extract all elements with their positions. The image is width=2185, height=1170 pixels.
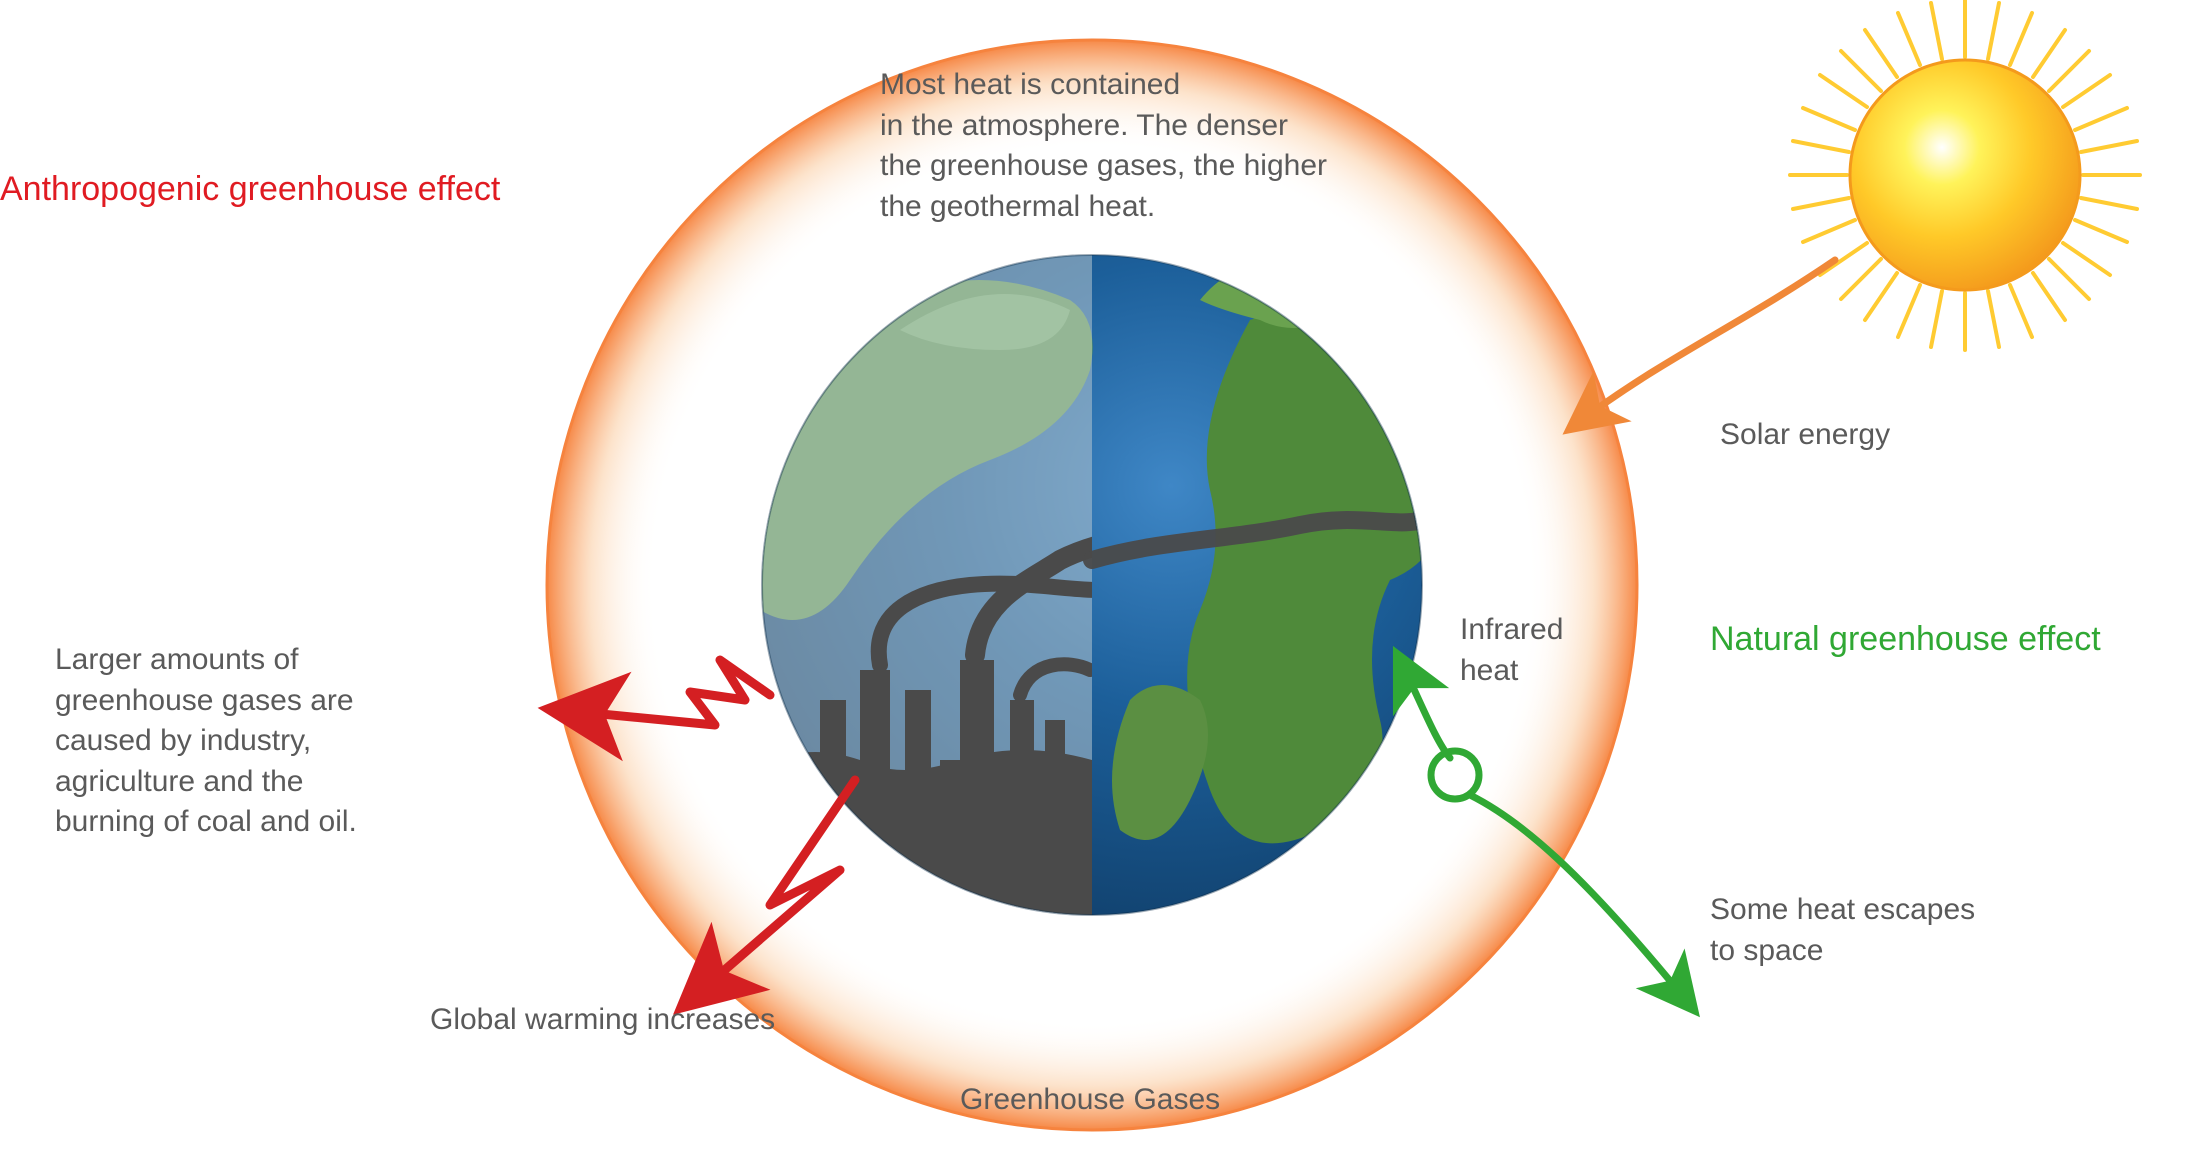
- solar-energy-arrow: [1575, 260, 1835, 425]
- sun-icon: [1790, 0, 2140, 350]
- infrared-heat-label: Infrared heat: [1460, 610, 1563, 691]
- global-warming-label: Global warming increases: [430, 1000, 775, 1041]
- greenhouse-gases-label: Greenhouse Gases: [960, 1080, 1220, 1121]
- solar-energy-label: Solar energy: [1720, 415, 1890, 456]
- heat-escapes-label: Some heat escapes to space: [1710, 890, 1975, 971]
- industry-cause-label: Larger amounts of greenhouse gases are c…: [55, 640, 357, 843]
- top-heat-label: Most heat is contained in the atmosphere…: [880, 65, 1327, 227]
- anthropogenic-title: Anthropogenic greenhouse effect: [0, 170, 500, 209]
- natural-title: Natural greenhouse effect: [1710, 620, 2101, 659]
